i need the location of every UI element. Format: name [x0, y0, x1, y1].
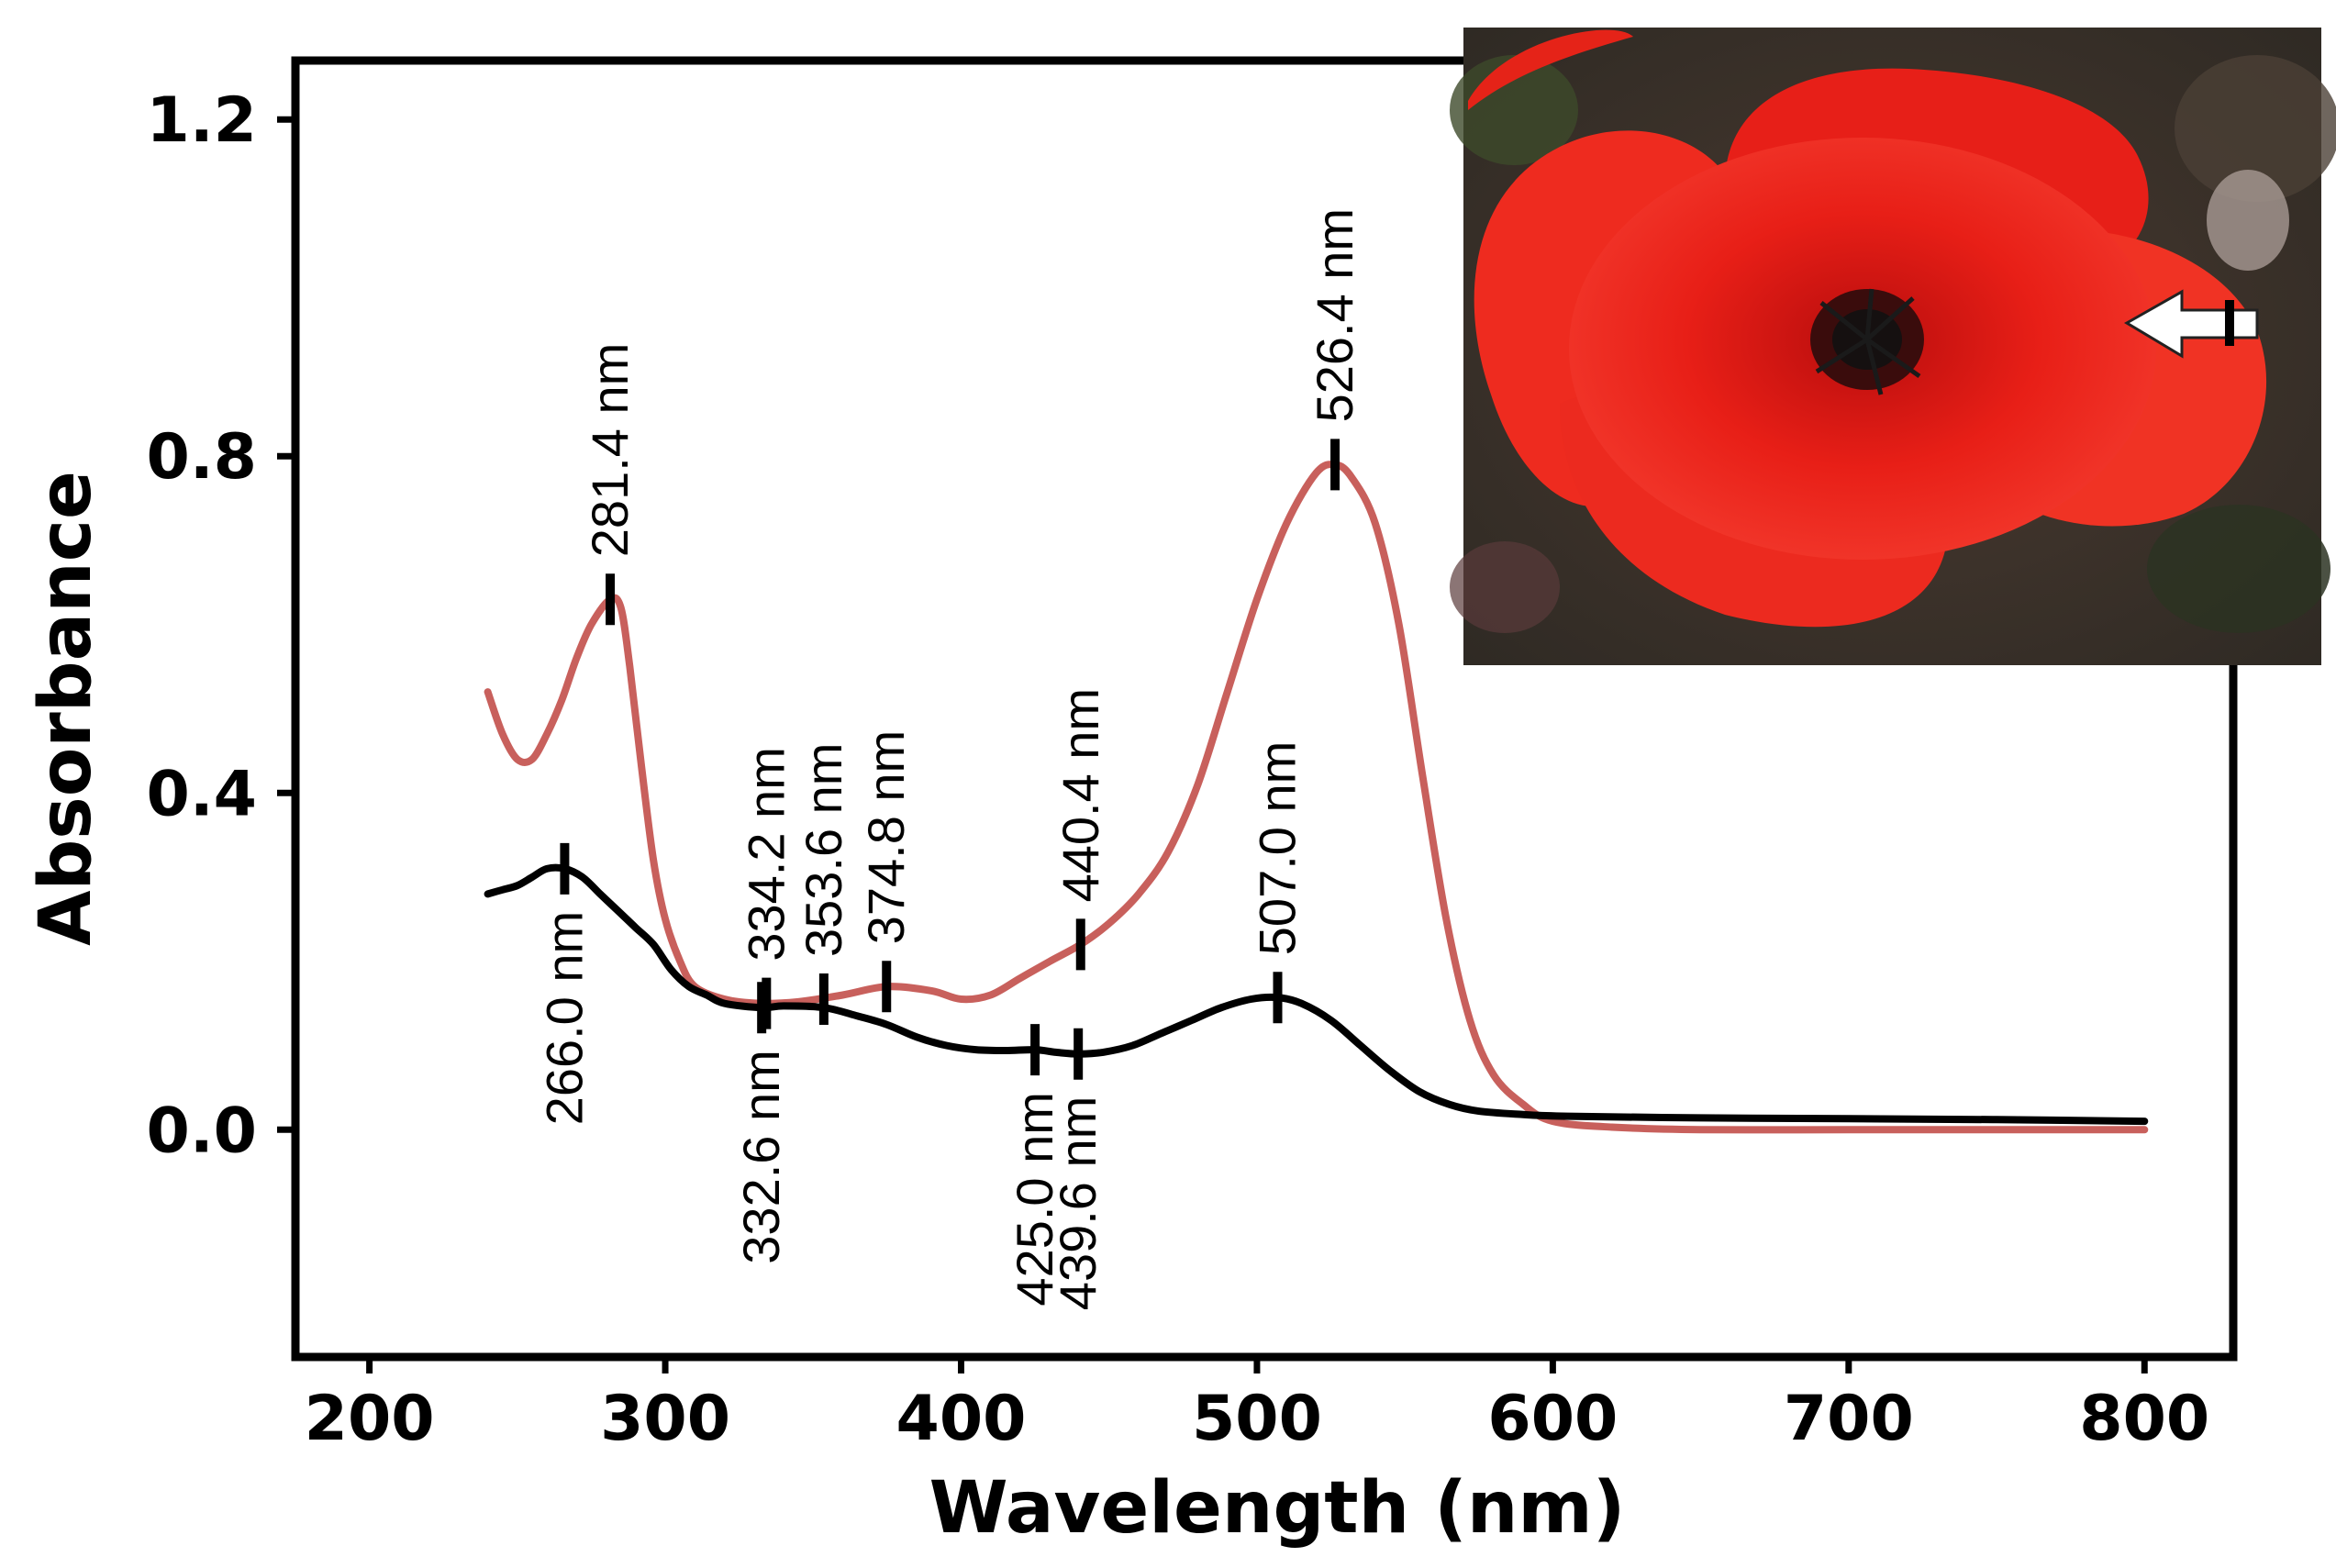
peak-label: 281.4 nm: [581, 343, 639, 558]
y-tick-label: 0.0: [147, 1095, 257, 1167]
x-tick-label: 200: [305, 1383, 435, 1455]
peak-label: 334.2 nm: [737, 747, 795, 962]
y-axis-title: Absorbance: [25, 471, 107, 946]
peak-label: 526.4 nm: [1306, 208, 1363, 423]
peak-label: 353.6 nm: [795, 743, 852, 958]
peak-label: 440.4 nm: [1051, 688, 1109, 903]
series-line-red: [484, 461, 2149, 1134]
peak-label: 439.6 nm: [1049, 1096, 1107, 1311]
x-axis: 200 300 400 500 600 700 800: [305, 1357, 2209, 1455]
peak-markers: 281.4 nm 334.2 nm 353.6 nm 374.8 nm 440.4 nm…: [535, 208, 1363, 1310]
y-axis: 0.0 0.4 0.8 1.2: [147, 84, 295, 1167]
y-tick-label: 0.4: [147, 758, 257, 830]
x-tick-label: 300: [600, 1383, 730, 1455]
peak-label: 332.6 nm: [732, 1050, 790, 1264]
x-axis-title: Wavelength (nm): [929, 1467, 1626, 1550]
x-tick-label: 500: [1192, 1383, 1322, 1455]
peak-label: 266.0 nm: [535, 911, 593, 1126]
left-arrow-icon: [2124, 289, 2259, 359]
x-tick-label: 700: [1784, 1383, 1914, 1455]
peak-label: 507.0 nm: [1249, 741, 1307, 956]
plot-frame: [291, 56, 2238, 1362]
x-tick-label: 800: [2079, 1383, 2209, 1455]
x-tick-label: 400: [896, 1383, 1027, 1455]
peak-label: 425.0 nm: [1006, 1092, 1063, 1307]
peak-label: 374.8 nm: [857, 730, 915, 945]
x-tick-label: 600: [1487, 1383, 1618, 1455]
y-tick-label: 0.8: [147, 421, 257, 494]
y-tick-label: 1.2: [147, 84, 257, 157]
poppy-photo-inset: [1450, 28, 2336, 665]
